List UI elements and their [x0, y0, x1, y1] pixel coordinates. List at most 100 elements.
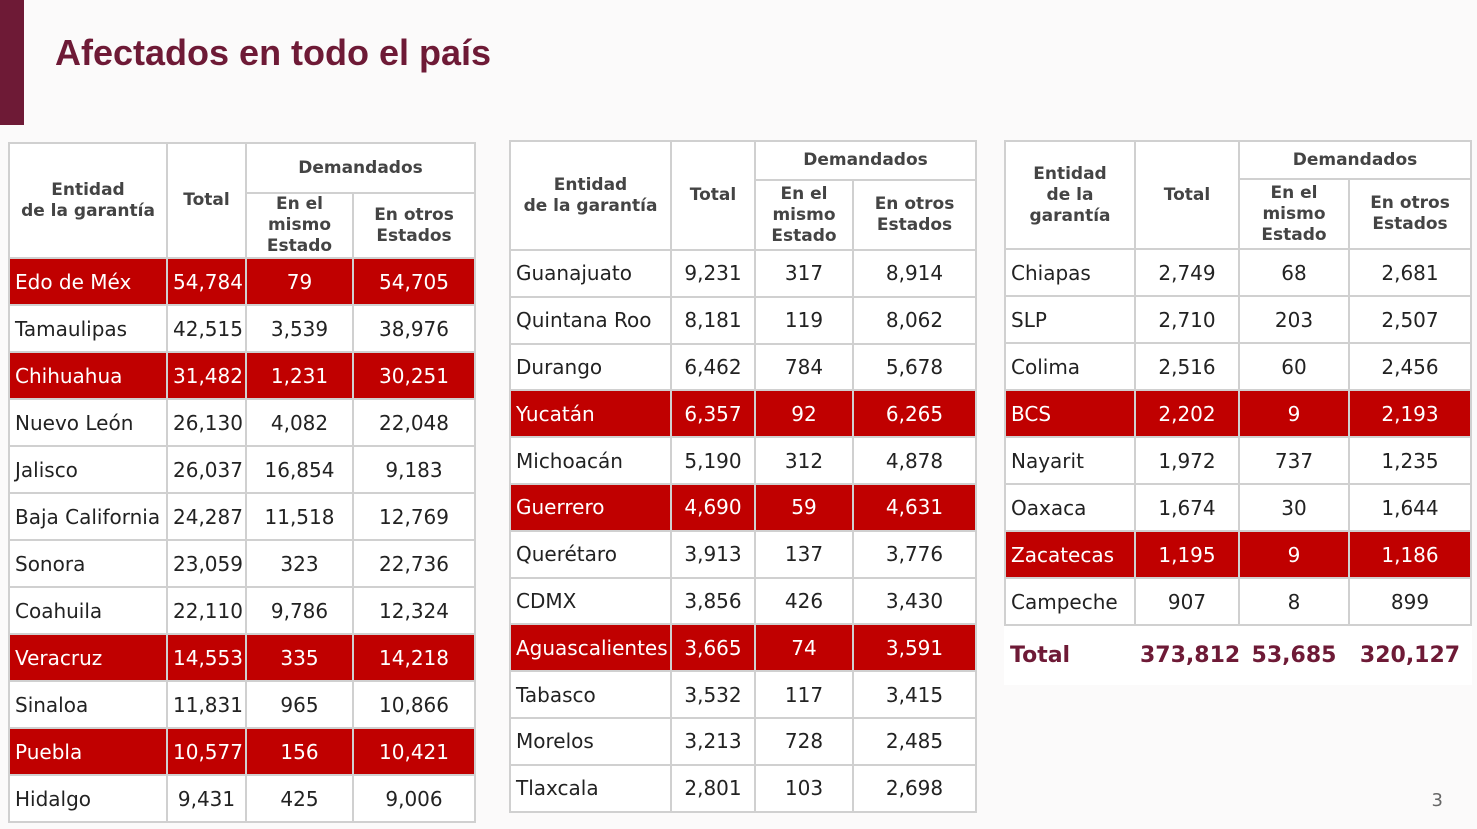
table-row: Jalisco 26,037 16,854 9,183	[8, 445, 477, 494]
number-cell: 1,195	[1134, 530, 1240, 579]
header-cell: En otros Estados	[351, 192, 477, 259]
number-cell: 1,235	[1347, 436, 1473, 485]
number-cell: 14,553	[166, 633, 247, 682]
total-cell: 373,812	[1140, 643, 1239, 668]
table-row: Hidalgo 9,431 425 9,006	[8, 774, 477, 823]
data-table: Entidad de la garantía Total Demandados En …	[1004, 140, 1473, 685]
number-cell: 3,415	[851, 670, 978, 719]
number-cell: 9,006	[351, 774, 477, 823]
header-cell: Entidad de la garantía	[1004, 140, 1136, 250]
number-cell: 26,130	[166, 398, 247, 447]
entity-cell: Sinaloa	[8, 680, 168, 729]
number-cell: 312	[754, 436, 854, 485]
number-cell: 5,190	[670, 436, 756, 485]
number-cell: 54,784	[166, 257, 247, 306]
entity-cell: Oaxaca	[1004, 483, 1136, 532]
number-cell: 11,518	[245, 492, 354, 541]
number-cell: 8,062	[851, 295, 978, 345]
table-row: Veracruz 14,553 335 14,218	[8, 633, 477, 682]
number-cell: 30	[1238, 483, 1350, 532]
page-number: 3	[1431, 790, 1443, 811]
table-row: Campeche 907 8 899	[1004, 577, 1473, 626]
entity-cell: Querétaro	[509, 529, 672, 579]
entity-cell: Guerrero	[509, 482, 672, 532]
table-row: Nayarit 1,972 737 1,235	[1004, 436, 1473, 485]
table-row: Durango 6,462 784 5,678	[509, 342, 978, 392]
header-row: Entidad de la garantía Total Demandados	[1004, 140, 1473, 250]
number-cell: 3,213	[670, 716, 756, 766]
number-cell: 2,485	[851, 716, 978, 766]
table-row: Tamaulipas 42,515 3,539 38,976	[8, 304, 477, 353]
number-cell: 1,186	[1347, 530, 1473, 579]
table-row: Quintana Roo 8,181 119 8,062	[509, 295, 978, 345]
number-cell: 26,037	[166, 445, 247, 494]
number-cell: 10,421	[351, 727, 477, 776]
header-cell: En el mismo Estado	[1238, 178, 1350, 250]
number-cell: 426	[754, 576, 854, 626]
number-cell: 9	[1238, 530, 1350, 579]
number-cell: 6,462	[670, 342, 756, 392]
header-cell: Total	[166, 142, 247, 259]
number-cell: 203	[1238, 295, 1350, 344]
number-cell: 9,183	[351, 445, 477, 494]
table-row: Baja California 24,287 11,518 12,769	[8, 492, 477, 541]
number-cell: 6,357	[670, 389, 756, 439]
data-table: Entidad de la garantía Total Demandados En …	[8, 142, 477, 823]
data-table: Entidad de la garantía Total Demandados En …	[509, 140, 978, 813]
table-row: Sinaloa 11,831 965 10,866	[8, 680, 477, 729]
number-cell: 1,231	[245, 351, 354, 400]
entity-cell: Hidalgo	[8, 774, 168, 823]
accent-bar	[0, 0, 24, 125]
table-row: Yucatán 6,357 92 6,265	[509, 389, 978, 439]
entity-cell: Puebla	[8, 727, 168, 776]
entity-cell: Coahuila	[8, 586, 168, 635]
number-cell: 54,705	[351, 257, 477, 306]
number-cell: 68	[1238, 248, 1350, 297]
entity-cell: Tlaxcala	[509, 763, 672, 813]
header-cell: En otros Estados	[851, 179, 978, 251]
entity-cell: Sonora	[8, 539, 168, 588]
entity-cell: Tamaulipas	[8, 304, 168, 353]
table-row: Guanajuato 9,231 317 8,914	[509, 249, 978, 298]
number-cell: 907	[1134, 577, 1240, 626]
number-cell: 784	[754, 342, 854, 392]
number-cell: 38,976	[351, 304, 477, 353]
number-cell: 899	[1347, 577, 1473, 626]
header-cell: Total	[670, 140, 756, 251]
number-cell: 4,082	[245, 398, 354, 447]
entity-cell: Chihuahua	[8, 351, 168, 400]
entity-cell: BCS	[1004, 389, 1136, 438]
table-row: Tabasco 3,532 117 3,415	[509, 670, 978, 719]
header-cell: Entidad de la garantía	[8, 142, 168, 259]
table-row: Michoacán 5,190 312 4,878	[509, 436, 978, 485]
entity-cell: Morelos	[509, 716, 672, 766]
number-cell: 3,430	[851, 576, 978, 626]
number-cell: 22,110	[166, 586, 247, 635]
number-cell: 10,577	[166, 727, 247, 776]
number-cell: 2,681	[1347, 248, 1473, 297]
number-cell: 9	[1238, 389, 1350, 438]
number-cell: 137	[754, 529, 854, 579]
total-label: Total	[1010, 643, 1071, 668]
number-cell: 8,181	[670, 295, 756, 345]
header-cell: Total	[1134, 140, 1240, 250]
number-cell: 9,231	[670, 249, 756, 298]
number-cell: 79	[245, 257, 354, 306]
number-cell: 1,674	[1134, 483, 1240, 532]
entity-cell: Veracruz	[8, 633, 168, 682]
number-cell: 737	[1238, 436, 1350, 485]
number-cell: 92	[754, 389, 854, 439]
entity-cell: Baja California	[8, 492, 168, 541]
table-row: Tlaxcala 2,801 103 2,698	[509, 763, 978, 813]
header-row: Entidad de la garantía Total Demandados	[509, 140, 978, 251]
table-row: Sonora 23,059 323 22,736	[8, 539, 477, 588]
number-cell: 8,914	[851, 249, 978, 298]
header-cell: Demandados	[1237, 140, 1473, 180]
table-row: Morelos 3,213 728 2,485	[509, 716, 978, 766]
entity-cell: Nuevo León	[8, 398, 168, 447]
header-cell: En el mismo Estado	[754, 179, 854, 251]
entity-cell: Aguascalientes	[509, 623, 672, 673]
number-cell: 6,265	[851, 389, 978, 439]
entity-cell: CDMX	[509, 576, 672, 626]
